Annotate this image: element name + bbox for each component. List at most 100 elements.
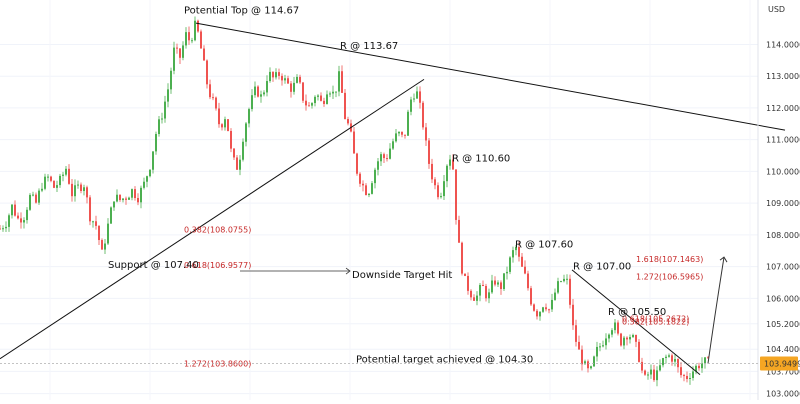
candle-body: [518, 246, 520, 257]
price-axis[interactable]: USD 114.0000 113.0000 112.0000 111.0000 110.…: [766, 5, 800, 399]
candle-body: [665, 356, 667, 359]
candle-body: [470, 290, 472, 298]
candle-body: [44, 176, 46, 189]
candle-body: [212, 97, 214, 99]
candle-body: [452, 159, 454, 170]
y-tick-label: 103.7000: [766, 367, 800, 376]
candle-body: [353, 131, 355, 154]
chart-annotation: R @ 110.60: [452, 154, 510, 165]
candle-body: [2, 228, 4, 230]
candle-body: [38, 190, 40, 203]
candle-body: [86, 187, 88, 198]
candle-body: [140, 187, 142, 203]
candle-body: [125, 198, 127, 200]
candle-body: [233, 148, 235, 158]
candle-body: [284, 78, 286, 81]
candle-body: [287, 78, 289, 84]
candle-body: [164, 101, 166, 119]
candle-body: [320, 95, 322, 101]
candle-body: [230, 130, 232, 149]
candle-body: [278, 72, 280, 76]
candle-body: [242, 141, 244, 160]
candle-body: [194, 20, 196, 41]
candle-body: [455, 169, 457, 220]
annotations: Potential Top @ 114.67 R @ 113.67 R @ 110.…: [108, 6, 666, 366]
candle-body: [62, 174, 64, 176]
candle-body: [500, 282, 502, 290]
y-tick-label: 112.0000: [766, 104, 800, 113]
candle-body: [143, 181, 145, 188]
candle-body: [413, 98, 415, 100]
candle-body: [446, 165, 448, 182]
candle-body: [179, 48, 181, 58]
candle-body: [95, 221, 97, 226]
candle-body: [365, 185, 367, 196]
candle-body: [464, 273, 466, 276]
candle-body: [581, 349, 583, 365]
candle-body: [92, 221, 94, 223]
candle-body: [290, 83, 292, 92]
trendline: [0, 78, 425, 360]
candle-body: [269, 71, 271, 82]
candle-body: [662, 358, 664, 366]
candle-body: [119, 194, 121, 201]
candle-body: [203, 48, 205, 61]
candle-body: [251, 95, 253, 110]
candle-body: [461, 242, 463, 274]
candle-body: [281, 75, 283, 81]
candle-body: [368, 193, 370, 196]
candle-body: [686, 375, 688, 380]
candle-body: [113, 201, 115, 208]
candle-body: [155, 134, 157, 152]
candle-body: [191, 40, 193, 42]
candle-body: [332, 91, 334, 94]
candle-body: [578, 341, 580, 350]
candle-body: [218, 108, 220, 125]
candle-body: [68, 168, 70, 184]
chart-annotation: Potential Top @ 114.67: [184, 6, 299, 17]
candle-body: [434, 179, 436, 186]
candle-body: [653, 369, 655, 381]
y-tick-label: 108.0000: [766, 231, 800, 240]
candle-body: [389, 148, 391, 159]
candle-body: [380, 154, 382, 162]
y-tick-label: 106.0000: [766, 294, 800, 303]
trendline: [571, 269, 701, 375]
candle-body: [542, 307, 544, 312]
candle-body: [539, 311, 541, 317]
candle-body: [197, 20, 199, 32]
axis-unit-label: USD: [768, 5, 785, 14]
candle-body: [485, 285, 487, 299]
candle-body: [101, 240, 103, 250]
candle-body: [107, 223, 109, 244]
candle-body: [173, 47, 175, 71]
candle-body: [473, 297, 475, 301]
candle-body: [443, 181, 445, 197]
candle-body: [116, 194, 118, 202]
candle-body: [122, 198, 124, 201]
fib-level-label: 1.618(107.1463): [636, 255, 703, 264]
last-price-label: 103.9499: [764, 359, 800, 368]
candle-body: [503, 273, 505, 290]
y-tick-label: 113.0000: [766, 72, 800, 81]
candle-body: [152, 151, 154, 170]
candle-body: [419, 91, 421, 103]
candle-body: [56, 185, 58, 188]
candle-body: [536, 310, 538, 317]
chart-annotation: R @ 107.60: [515, 240, 573, 251]
candle-body: [323, 100, 325, 104]
candle-body: [53, 180, 55, 188]
candle-body: [209, 84, 211, 98]
candle-body: [590, 366, 592, 369]
candle-body: [410, 99, 412, 112]
candle-body: [41, 188, 43, 191]
candle-body: [458, 219, 460, 243]
candle-body: [149, 169, 151, 177]
candle-body: [272, 71, 274, 78]
candle-body: [545, 307, 547, 310]
candle-body: [644, 370, 646, 375]
candle-body: [182, 45, 184, 58]
chart-annotation: R @ 107.00: [573, 262, 631, 273]
